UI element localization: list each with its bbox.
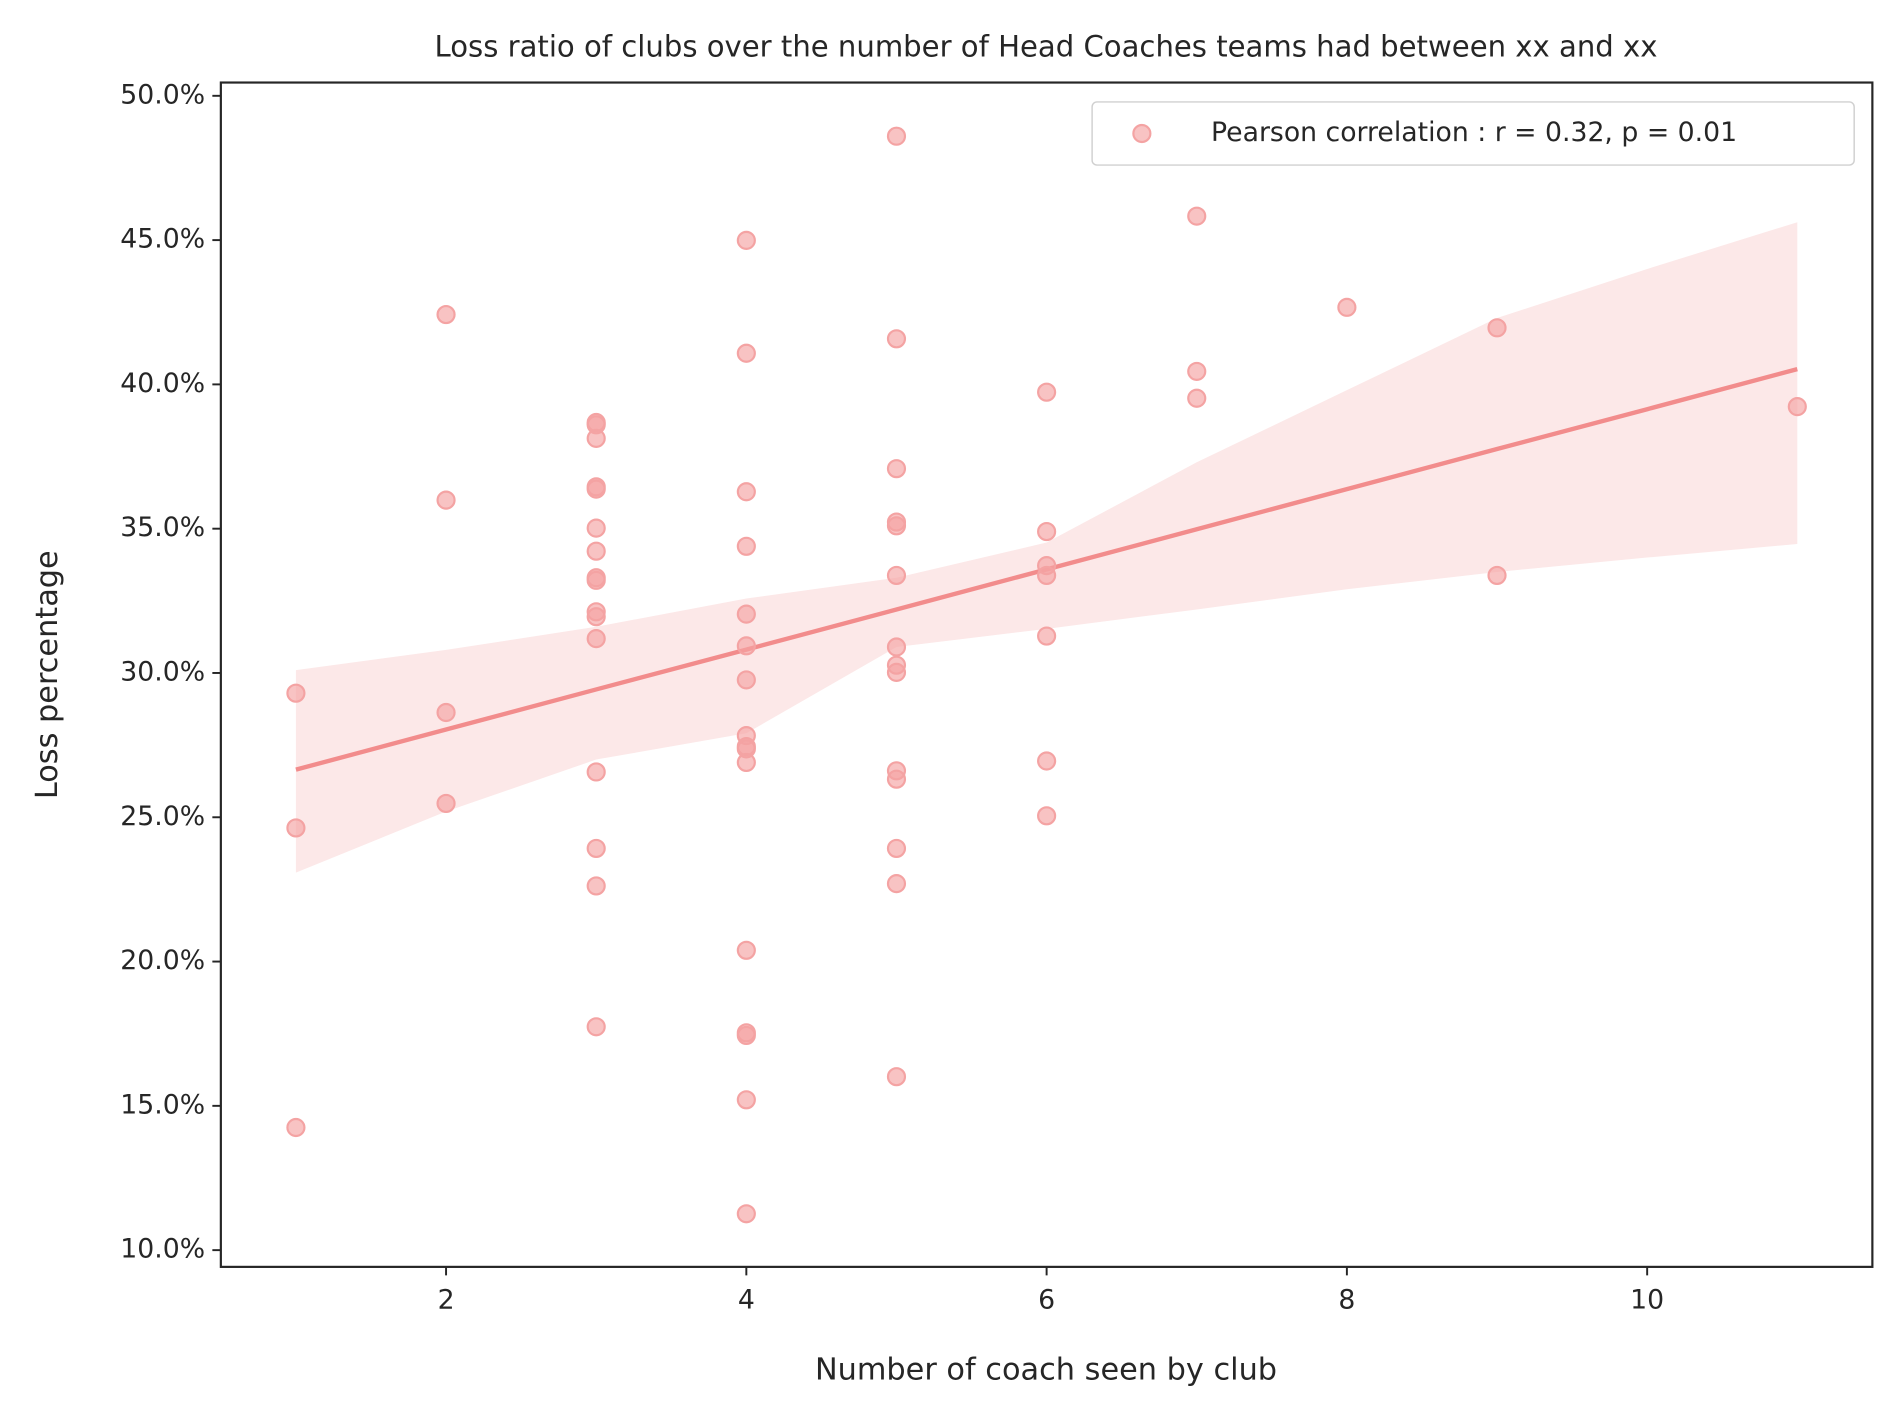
y-tick-label: 40.0% bbox=[120, 368, 205, 399]
scatter-point bbox=[436, 490, 456, 510]
legend-box bbox=[1091, 101, 1855, 166]
scatter-point bbox=[1187, 361, 1207, 381]
y-tick-label: 20.0% bbox=[120, 945, 205, 976]
scatter-point bbox=[436, 304, 456, 325]
scatter-point bbox=[1037, 521, 1057, 542]
scatter-point bbox=[436, 702, 456, 723]
scatter-point bbox=[586, 479, 606, 499]
axes-layer: 10.0% 15.0% 20.0% 25.0% 30.0% 35.0% 40.0% 45.0%… bbox=[120, 79, 1874, 1315]
y-axis-label: Loss percentage bbox=[30, 550, 65, 799]
scatter-point bbox=[886, 874, 907, 894]
y-tick-label: 15.0% bbox=[120, 1089, 205, 1120]
scatter-point bbox=[1037, 751, 1057, 771]
y-tick-label: 50.0% bbox=[120, 79, 205, 110]
scatter-point bbox=[886, 329, 907, 349]
plot-frame bbox=[219, 81, 1874, 1268]
chart-title: Loss ratio of clubs over the number of H… bbox=[435, 30, 1658, 64]
scatter-point bbox=[436, 793, 456, 814]
y-tick-label: 10.0% bbox=[120, 1234, 205, 1265]
scatter-point bbox=[586, 570, 606, 590]
confidence-band bbox=[295, 222, 1798, 873]
scatter-point bbox=[886, 1067, 907, 1087]
scatter-point bbox=[736, 1090, 756, 1110]
points-layer bbox=[286, 126, 1807, 1224]
x-tick-label: 8 bbox=[1338, 1284, 1355, 1315]
y-tick-label: 30.0% bbox=[120, 656, 205, 687]
y-tick-label: 45.0% bbox=[120, 224, 205, 255]
x-tick-label: 6 bbox=[1038, 1284, 1055, 1315]
scatter-point bbox=[1487, 565, 1507, 586]
scatter-point bbox=[586, 428, 606, 448]
scatter-point bbox=[886, 637, 907, 657]
scatter-point bbox=[586, 876, 606, 896]
scatter-point bbox=[736, 636, 756, 656]
scatter-point bbox=[886, 565, 907, 586]
scatter-point bbox=[586, 541, 606, 561]
x-tick-label: 10 bbox=[1630, 1284, 1664, 1315]
scatter-point bbox=[286, 818, 306, 838]
scatter-point bbox=[736, 343, 756, 363]
scatter-point bbox=[886, 126, 907, 146]
scatter-point bbox=[886, 838, 907, 859]
scatter-point bbox=[586, 762, 606, 782]
scatter-point bbox=[886, 459, 907, 479]
scatter-point bbox=[1037, 565, 1057, 586]
scatter-point bbox=[586, 518, 606, 538]
x-tick-label: 2 bbox=[438, 1284, 455, 1315]
legend-label: Pearson correlation : r = 0.32, p = 0.01 bbox=[1211, 117, 1737, 148]
scatter-point bbox=[1037, 806, 1057, 826]
scatter-point bbox=[736, 1204, 756, 1224]
scatter-point bbox=[586, 629, 606, 649]
band-layer bbox=[295, 222, 1798, 873]
scatter-point bbox=[886, 516, 907, 536]
scatter-point bbox=[1187, 206, 1207, 226]
scatter-point bbox=[1037, 382, 1057, 402]
scatter-point bbox=[586, 838, 606, 859]
scatter-point bbox=[1487, 318, 1507, 338]
y-tick-label: 35.0% bbox=[120, 512, 205, 543]
legend-marker bbox=[1132, 123, 1152, 144]
scatter-point bbox=[736, 1025, 756, 1046]
scatter-point bbox=[1337, 297, 1357, 317]
scatter-point bbox=[1037, 626, 1057, 646]
scatter-point bbox=[736, 482, 756, 502]
scatter-point bbox=[736, 536, 756, 556]
scatter-point bbox=[586, 607, 606, 627]
scatter-point bbox=[1787, 397, 1807, 417]
x-axis-label: Number of coach seen by club bbox=[815, 1353, 1277, 1388]
legend: Pearson correlation : r = 0.32, p = 0.01 bbox=[1091, 101, 1855, 166]
scatter-point bbox=[736, 604, 756, 624]
scatter-point bbox=[286, 1117, 306, 1138]
scatter-point bbox=[886, 662, 907, 682]
scatter-point bbox=[736, 940, 756, 960]
x-tick-label: 4 bbox=[738, 1284, 755, 1315]
scatter-point bbox=[586, 1017, 606, 1037]
scatter-point bbox=[1187, 388, 1207, 408]
scatter-point bbox=[736, 670, 756, 690]
scatter-point bbox=[736, 752, 756, 773]
y-tick-label: 25.0% bbox=[120, 801, 205, 832]
scatter-point bbox=[736, 230, 756, 250]
scatter-point bbox=[886, 769, 907, 789]
scatter-point bbox=[286, 683, 306, 703]
